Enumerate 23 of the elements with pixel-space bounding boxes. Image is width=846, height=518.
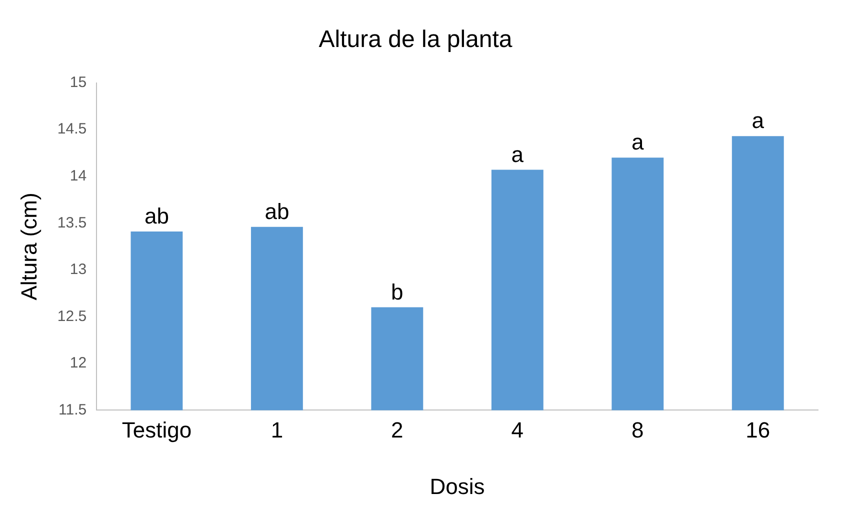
y-tick-label: 13.5: [57, 214, 87, 232]
x-tick-label: 1: [270, 417, 284, 442]
annotation: a: [511, 142, 524, 167]
annotation: a: [752, 108, 765, 134]
x-tick-label: 2: [391, 417, 404, 442]
annotation: a: [632, 130, 645, 155]
y-tick-label: 11.5: [58, 401, 87, 418]
x-tick-label: 16: [746, 417, 770, 442]
x-tick-label: 4: [511, 417, 524, 442]
chart-title: Altura de la planta: [318, 26, 513, 54]
y-axis-title: Altura (cm): [16, 192, 42, 300]
x-tick-label: Testigo: [122, 417, 192, 442]
annotation: ab: [264, 198, 290, 224]
x-tick-label: 8: [632, 417, 644, 442]
annotation: ab: [144, 204, 169, 229]
annotation: b: [391, 279, 404, 304]
y-tick-label: 12.5: [57, 308, 87, 325]
x-axis-title: Dosis: [430, 474, 485, 499]
y-tick-label: 13: [70, 261, 87, 278]
y-tick-label: 12: [70, 354, 87, 372]
y-tick-label: 14: [70, 167, 87, 184]
y-tick-label: 14.5: [57, 120, 87, 138]
y-tick-label: 15: [70, 74, 87, 91]
